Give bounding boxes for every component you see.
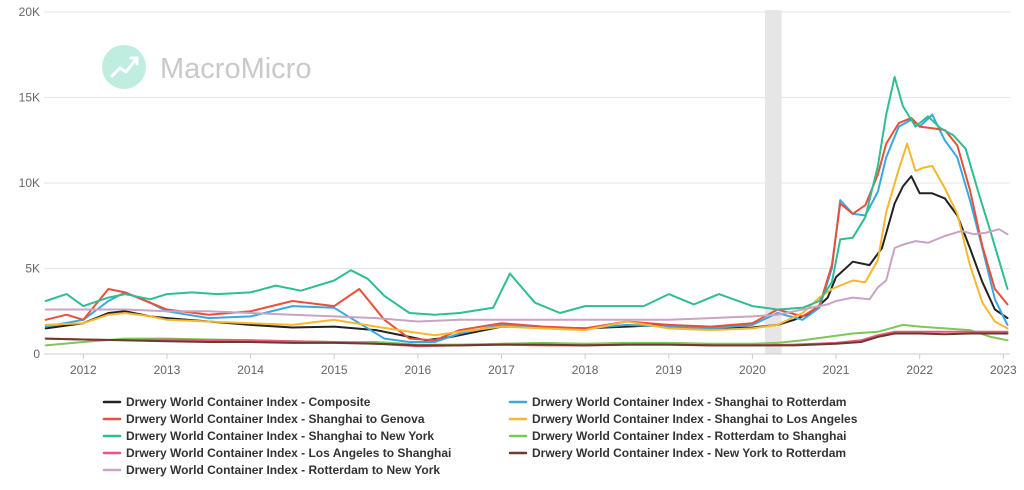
x-tick-label: 2021: [823, 363, 850, 377]
legend-label: Drwery World Container Index - Shanghai …: [532, 395, 846, 409]
legend[interactable]: Drwery World Container Index - Composite…: [102, 395, 858, 477]
x-tick-label: 2023: [990, 363, 1017, 377]
x-tick-label: 2012: [70, 363, 97, 377]
series-line-1: [44, 113, 1009, 343]
legend-item[interactable]: Drwery World Container Index - Shanghai …: [508, 395, 846, 409]
series-line-7: [44, 332, 1009, 347]
shaded-region-layer: [764, 10, 782, 354]
series-line-3: [44, 142, 1009, 337]
watermark-text: MacroMicro: [160, 53, 311, 85]
x-tick-label: 2018: [572, 363, 599, 377]
legend-item[interactable]: Drwery World Container Index - Shanghai …: [102, 412, 425, 426]
x-tick-label: 2020: [739, 363, 766, 377]
legend-item[interactable]: Drwery World Container Index - Shanghai …: [102, 429, 434, 443]
x-tick-label: 2013: [154, 363, 181, 377]
legend-label: Drwery World Container Index - Shanghai …: [126, 412, 425, 426]
series-line-2: [44, 117, 1009, 342]
series-lines: [44, 76, 1009, 348]
y-tick-label: 5K: [25, 262, 40, 276]
legend-label: Drwery World Container Index - Rotterdam…: [126, 463, 440, 477]
legend-label: Drwery World Container Index - Composite: [126, 395, 371, 409]
y-tick-label: 20K: [19, 5, 40, 19]
legend-label: Drwery World Container Index - Los Angel…: [126, 446, 451, 460]
x-tick-label: 2019: [655, 363, 682, 377]
legend-label: Drwery World Container Index - Shanghai …: [126, 429, 434, 443]
legend-item[interactable]: Drwery World Container Index - Rotterdam…: [102, 463, 440, 477]
legend-item[interactable]: Drwery World Container Index - Los Angel…: [102, 446, 451, 460]
y-tick-label: 10K: [19, 176, 40, 190]
x-tick-label: 2022: [906, 363, 933, 377]
x-tick-label: 2016: [405, 363, 432, 377]
legend-label: Drwery World Container Index - Rotterdam…: [532, 429, 846, 443]
series-line-4: [44, 76, 1009, 316]
legend-label: Drwery World Container Index - New York …: [532, 446, 846, 460]
y-tick-label: 0: [33, 347, 40, 361]
legend-item[interactable]: Drwery World Container Index - Composite: [102, 395, 371, 409]
gridlines: [44, 11, 1010, 355]
legend-item[interactable]: Drwery World Container Index - New York …: [508, 446, 846, 460]
x-tick-label: 2017: [488, 363, 515, 377]
legend-item[interactable]: Drwery World Container Index - Shanghai …: [508, 412, 858, 426]
shaded-region: [764, 10, 782, 354]
y-tick-label: 15K: [19, 91, 40, 105]
legend-item[interactable]: Drwery World Container Index - Rotterdam…: [508, 429, 846, 443]
series-line-8: [44, 228, 1009, 323]
x-tick-label: 2015: [321, 363, 348, 377]
x-tick-label: 2014: [237, 363, 264, 377]
axes: 0 5K 10K 15K 20K 2012 2013 2014 2015 2016 2017 2018…: [19, 5, 1017, 377]
macromicro-logo-icon: [102, 45, 146, 89]
watermark: MacroMicro: [102, 45, 311, 89]
legend-label: Drwery World Container Index - Shanghai …: [532, 412, 858, 426]
